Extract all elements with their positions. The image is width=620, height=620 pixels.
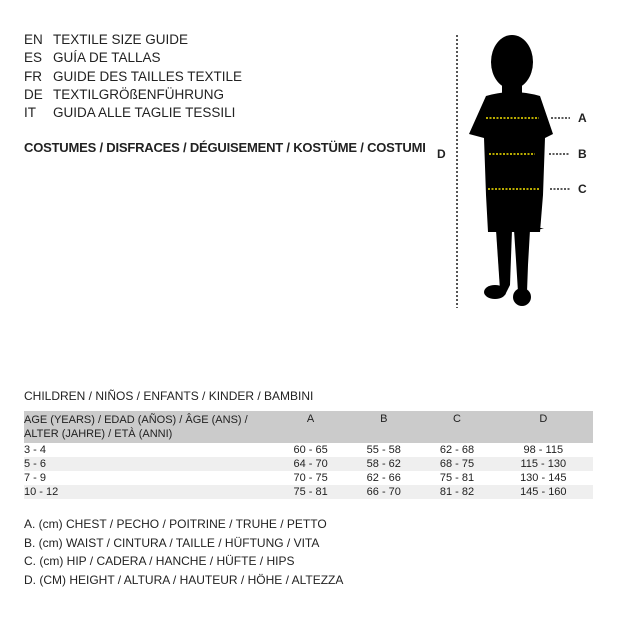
child-silhouette-icon [469,35,553,306]
category-title: COSTUMES / DISFRACES / DÉGUISEMENT / KOS… [24,140,426,155]
guide-title: GUÍA DE TALLAS [53,50,161,66]
table-cell: 75 - 81 [439,472,475,484]
label-c: C [578,182,587,196]
table-cell: 62 - 68 [439,444,475,456]
legend-item: D. (CM) HEIGHT / ALTURA / HAUTEUR / HÖHE… [24,572,344,587]
language-line: IT GUIDA ALLE TAGLIE TESSILI [24,104,235,122]
header-a: A [274,411,348,443]
guide-title: TEXTILE SIZE GUIDE [53,32,189,47]
table-row: 3 - 4 60 - 65 55 - 58 62 - 68 98 - 115 [24,443,593,457]
language-line: EN TEXTILE SIZE GUIDE [24,31,188,49]
table-cell: 55 - 58 [366,444,401,456]
table-row: 5 - 6 64 - 70 58 - 62 68 - 75 115 - 130 [24,457,593,471]
table-cell: 68 - 75 [420,457,494,471]
language-line: FR GUIDE DES TAILLES TEXTILE [24,68,242,86]
table-cell: 64 - 70 [274,457,348,471]
table-cell: 58 - 62 [347,457,421,471]
guide-title: TEXTILGRÖßENFÜHRUNG [53,86,225,102]
legend-item: A. (cm) CHEST / PECHO / POITRINE / TRUHE… [24,517,327,531]
header-b: B [347,411,421,443]
table-cell: 130 - 145 [520,472,567,484]
table-cell: 3 - 4 [24,444,47,456]
language-code: FR [24,68,42,84]
table-cell: 66 - 70 [347,485,421,499]
guide-title: GUIDA ALLE TAGLIE TESSILI [53,105,236,121]
table-row: 7 - 9 70 - 75 62 - 66 75 - 81 130 - 145 [24,471,593,485]
table-cell: 115 - 130 [493,457,593,471]
size-table: AGE (YEARS) / EDAD (AÑOS) / ÂGE (ANS) / … [24,411,593,499]
table-cell: 7 - 9 [24,472,47,484]
language-line: DE TEXTILGRÖßENFÜHRUNG [24,86,224,104]
table-cell: 62 - 66 [366,472,401,484]
language-code: EN [24,32,43,47]
label-a: A [578,111,587,125]
table-cell: 81 - 82 [420,485,494,499]
guide-title: GUIDE DES TAILLES TEXTILE [53,68,243,84]
language-code: DE [24,86,43,102]
language-line: ES GUÍA DE TALLAS [24,49,161,67]
header-d: D [493,411,593,443]
table-row: 10 - 12 75 - 81 66 - 70 81 - 82 145 - 160 [24,485,593,499]
group-title: CHILDREN / NIÑOS / ENFANTS / KINDER / BA… [24,389,314,403]
legend-item: B. (cm) WAIST / CINTURA / TAILLE / HÜFTU… [24,535,320,550]
table-cell: 75 - 81 [274,485,348,499]
label-d: D [437,147,446,161]
table-cell: 70 - 75 [293,472,328,484]
table-cell: 5 - 6 [24,457,274,471]
language-code: IT [24,105,36,121]
header-age: AGE (YEARS) / EDAD (AÑOS) / ÂGE (ANS) / … [24,411,274,443]
header-c: C [420,411,494,443]
language-code: ES [24,50,43,66]
table-cell: 145 - 160 [493,485,593,499]
label-b: B [578,147,587,161]
legend-item: C. (cm) HIP / CADERA / HANCHE / HÜFTE / … [24,554,295,568]
table-cell: 10 - 12 [24,485,274,499]
table-cell: 98 - 115 [523,444,564,456]
table-cell: 60 - 65 [293,444,328,456]
